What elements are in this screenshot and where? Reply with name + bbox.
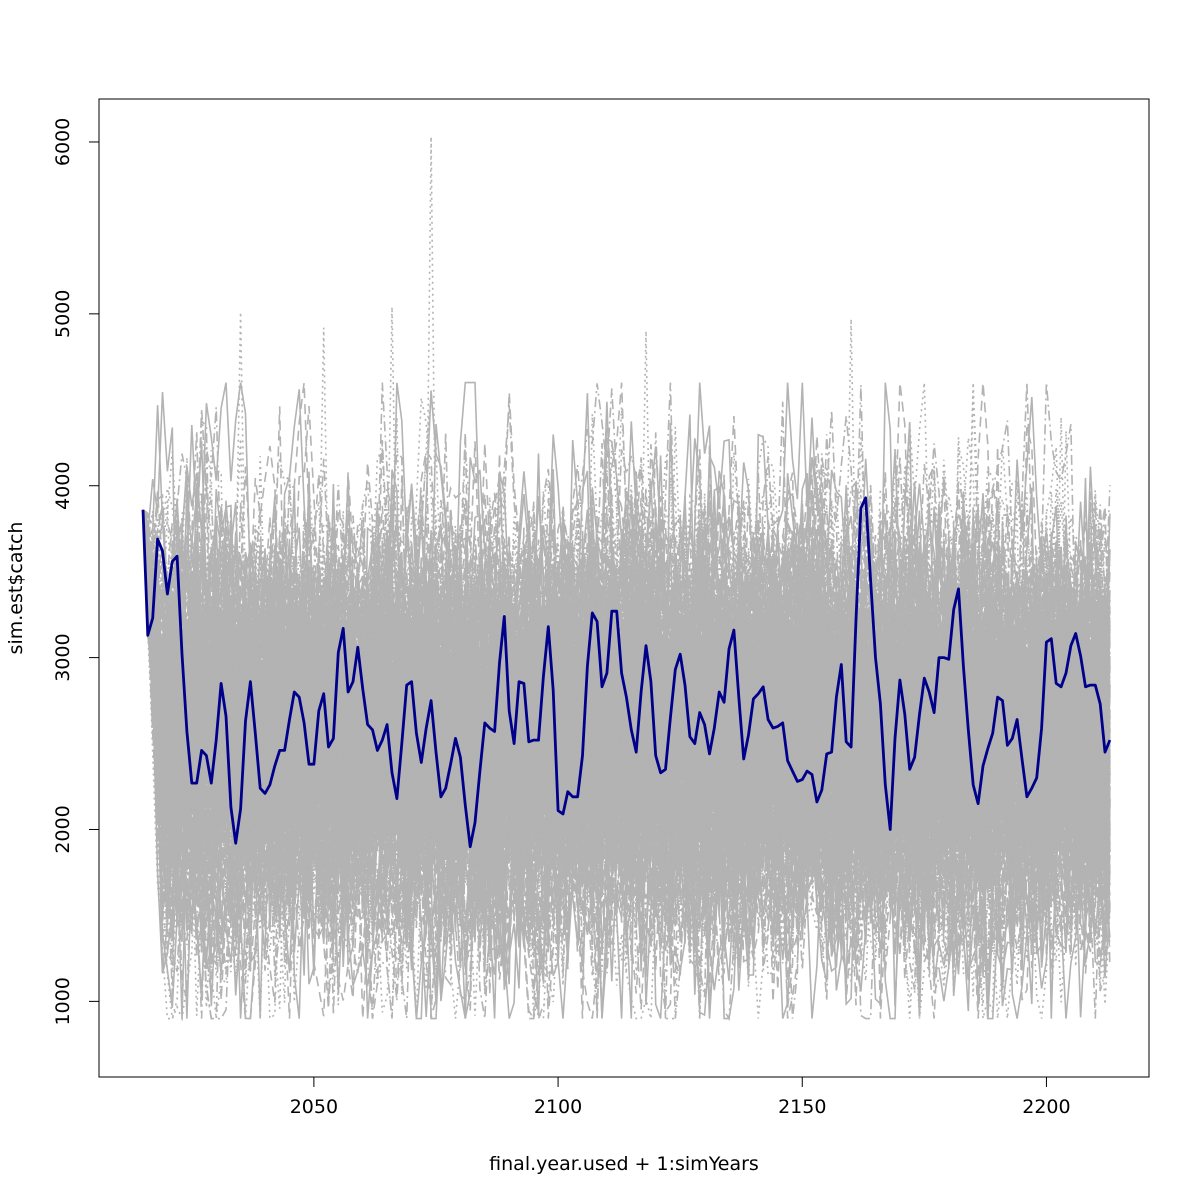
y-tick-label: 6000 <box>52 118 74 166</box>
y-axis-label: sim.est$catch <box>5 522 27 655</box>
series-line <box>381 306 403 675</box>
x-tick-label: 2200 <box>1022 1096 1070 1118</box>
series-line <box>142 417 1111 949</box>
y-tick-label: 1000 <box>52 977 74 1025</box>
x-axis-label: final.year.used + 1:simYears <box>489 1153 759 1175</box>
y-tick-label: 2000 <box>52 805 74 853</box>
series-line <box>142 509 1111 1019</box>
x-tick-label: 2100 <box>534 1096 582 1118</box>
series-line <box>142 509 1111 941</box>
series-line <box>142 509 1111 1019</box>
series-line <box>313 327 335 675</box>
series-line <box>142 441 1111 855</box>
series-line <box>142 442 1111 970</box>
y-tick-label: 5000 <box>52 290 74 338</box>
series-line <box>142 469 1111 986</box>
series-line <box>840 318 862 675</box>
highlighted-trajectory <box>141 496 1112 849</box>
x-tick-label: 2050 <box>290 1096 338 1118</box>
series-line <box>142 487 1111 795</box>
simulated-trajectories <box>142 136 1111 1022</box>
y-axis: 1000 2000 3000 4000 5000 6000 <box>52 118 99 1026</box>
plot-frame <box>98 98 1150 1078</box>
series-line <box>635 330 657 675</box>
x-tick-label: 2150 <box>778 1096 826 1118</box>
y-tick-label: 4000 <box>52 462 74 510</box>
series-line <box>142 506 1111 791</box>
series-line <box>142 509 1111 935</box>
series-line <box>142 497 1111 786</box>
series-line <box>142 509 1111 930</box>
series-line <box>142 509 1111 1019</box>
y-tick-label: 3000 <box>52 633 74 681</box>
series-line <box>142 509 1111 956</box>
series-line <box>142 509 1111 959</box>
x-axis: 2050 2100 2150 2200 <box>290 1077 1071 1118</box>
highlight-series-line <box>141 496 1112 849</box>
